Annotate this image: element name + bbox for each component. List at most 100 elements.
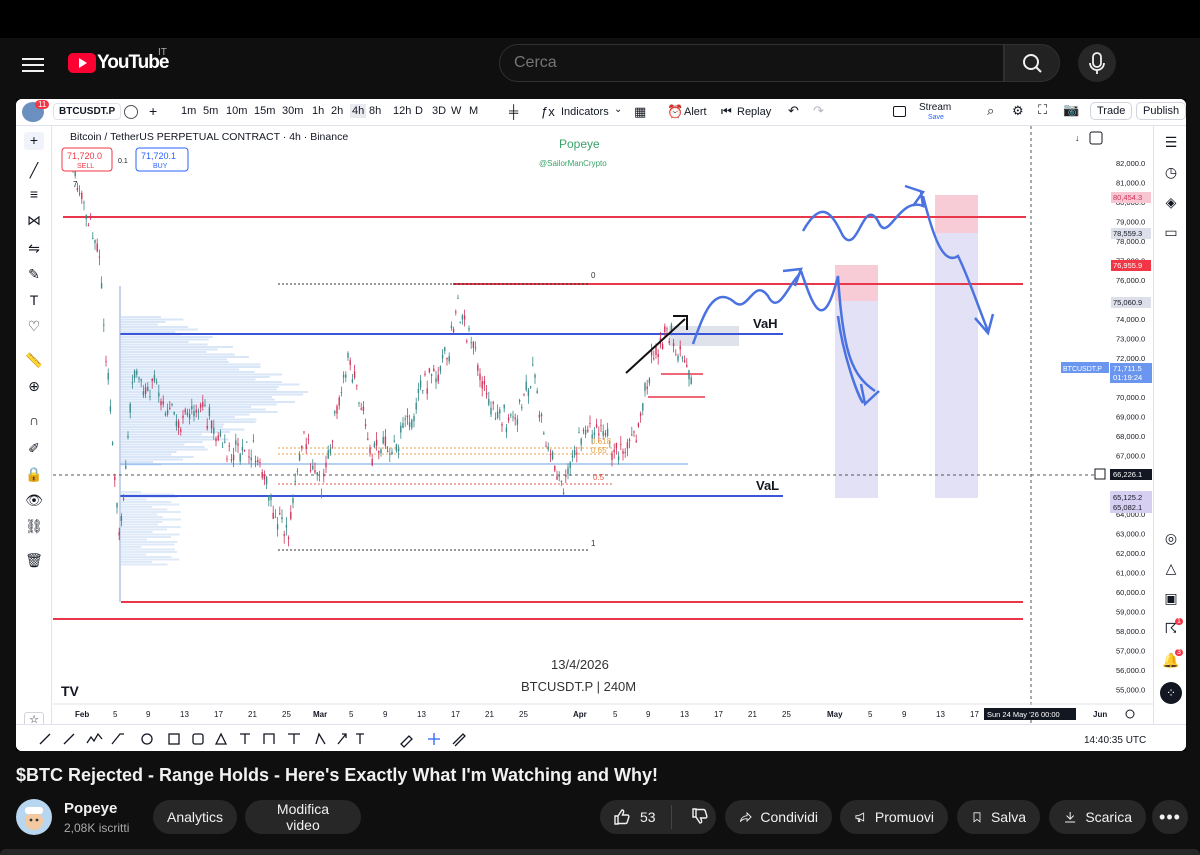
menu-icon[interactable] — [22, 54, 44, 72]
pattern-icon[interactable]: ⋈ — [27, 212, 41, 228]
share-button[interactable]: Condividi — [725, 800, 832, 834]
timeframe-8h[interactable]: 8h — [369, 105, 382, 117]
search-button[interactable] — [1004, 44, 1060, 82]
timeframe-15m[interactable]: 15m — [254, 105, 276, 117]
timeframe-30m[interactable]: 30m — [282, 105, 304, 117]
watchlist-icon[interactable]: ☰ — [1164, 134, 1178, 150]
search-box[interactable] — [499, 44, 1004, 82]
volume-profile-bar — [121, 538, 147, 541]
utc-clock[interactable]: 14:40:35 UTC — [1084, 735, 1146, 746]
stream-icon[interactable] — [893, 106, 906, 117]
more-actions-button[interactable]: ••• — [1152, 800, 1188, 834]
trash-icon[interactable]: 🗑 — [25, 552, 43, 568]
dislike-button[interactable] — [680, 806, 710, 829]
search-input[interactable] — [500, 45, 1003, 81]
chart-area[interactable]: Bitcoin / TetherUS PERPETUAL CONTRACT · … — [53, 126, 1153, 724]
timeframe-5m[interactable]: 5m — [203, 105, 219, 117]
promote-button[interactable]: Promuovi — [840, 800, 948, 834]
replay-icon[interactable]: ⏮ — [721, 104, 732, 118]
add-symbol-icon[interactable]: + — [149, 103, 158, 119]
alert-icon[interactable]: ⏰ — [667, 104, 684, 119]
broadcast-icon[interactable]: ☈ — [1164, 620, 1178, 636]
candle-body — [573, 449, 576, 456]
candles-icon[interactable]: ╪ — [509, 104, 519, 119]
redo-icon[interactable]: ↷ — [813, 103, 824, 118]
timeframe-1h[interactable]: 1h — [312, 105, 325, 117]
candle-body — [503, 404, 505, 409]
fib-label-65: 0.65 — [591, 446, 607, 455]
layout-icon[interactable]: ▦ — [634, 104, 647, 119]
like-button[interactable]: 53 — [600, 805, 672, 829]
download-button[interactable]: Scarica — [1049, 800, 1146, 834]
edit-video-button[interactable]: Modifica video — [245, 800, 361, 834]
trendline-icon[interactable]: ╱ — [29, 162, 39, 178]
zoom-in-icon[interactable]: ⊕ — [28, 378, 40, 394]
bell-icon[interactable]: 🔔 — [1162, 652, 1180, 668]
candle-body — [545, 445, 547, 447]
timeframe-D[interactable]: D — [415, 105, 423, 117]
fullscreen-icon[interactable]: ⛶ — [1038, 102, 1048, 117]
timeframe-W[interactable]: W — [451, 105, 462, 117]
candle-body — [371, 459, 373, 466]
timeframe-2h[interactable]: 2h — [331, 105, 344, 117]
timeframe-12h[interactable]: 12h — [393, 105, 412, 117]
voice-search-button[interactable] — [1078, 44, 1116, 82]
candle-body — [391, 451, 393, 455]
brush-icon[interactable]: ✎ — [28, 266, 40, 282]
link-icon[interactable]: ⛓ — [25, 518, 43, 534]
volume-profile-bar — [121, 508, 168, 511]
timeframe-M[interactable]: M — [469, 105, 479, 117]
price-chart[interactable]: Bitcoin / TetherUS PERPETUAL CONTRACT · … — [53, 126, 1153, 724]
timeframe-10m[interactable]: 10m — [226, 105, 248, 117]
candle-body — [329, 449, 332, 453]
channel-avatar[interactable] — [16, 799, 52, 835]
target-icon[interactable]: ◎ — [1164, 530, 1178, 546]
eye-icon[interactable]: 👁 — [25, 492, 43, 508]
position-icon[interactable]: ⇋ — [28, 240, 40, 256]
chat-icon[interactable]: ▭ — [1164, 224, 1178, 240]
apps-grid-icon[interactable]: ⁘ — [1160, 682, 1182, 704]
replay-button[interactable]: Replay — [737, 106, 772, 118]
timeframe-4h[interactable]: 4h — [350, 104, 367, 118]
publish-button[interactable]: Publish — [1136, 102, 1186, 120]
fib-icon[interactable]: ≡ — [29, 186, 39, 202]
indicators-icon[interactable]: ƒx — [541, 104, 555, 119]
chevron-down-icon[interactable]: ⌄ — [614, 104, 623, 115]
candle-body — [430, 374, 433, 376]
bottom-drawing-tools[interactable] — [39, 732, 466, 748]
fib-tool-icon — [356, 733, 364, 744]
alert-button[interactable]: Alert — [684, 106, 707, 118]
video-player[interactable]: 11 BTCUSDT.P + 1m 5m 10m 15m 30m 1h 2h 4h 8h 12h D… — [16, 99, 1186, 751]
time-tick: 25 — [519, 710, 528, 719]
ruler-icon[interactable]: 📏 — [25, 352, 43, 368]
save-button[interactable]: Salva — [957, 800, 1040, 834]
time-tick: May — [827, 710, 843, 719]
crosshair-icon[interactable]: + — [24, 132, 44, 150]
search-icon[interactable]: ⌕ — [987, 103, 995, 118]
lock-icon[interactable]: 🔒 — [25, 466, 43, 482]
alerts-clock-icon[interactable]: ◷ — [1164, 164, 1178, 180]
timeframe-1m[interactable]: 1m — [181, 105, 197, 117]
camera-icon[interactable]: 📷 — [1063, 102, 1080, 117]
time-tick: Apr — [573, 710, 587, 719]
stream-button[interactable]: Stream — [919, 102, 952, 113]
analytics-button[interactable]: Analytics — [153, 800, 237, 834]
channel-name[interactable]: Popeye — [64, 800, 118, 817]
candle-body — [666, 328, 668, 330]
heart-icon[interactable]: ♡ — [27, 318, 41, 334]
stay-drawing-icon[interactable]: ✐ — [28, 440, 40, 456]
trade-button[interactable]: Trade — [1090, 102, 1133, 120]
t-tool-icon — [288, 733, 300, 744]
settings-icon[interactable]: ⚙ — [1012, 103, 1024, 118]
timeframe-3D[interactable]: 3D — [432, 105, 447, 117]
candle-body — [505, 427, 508, 433]
magnet-icon[interactable]: ∩ — [28, 412, 40, 428]
symbol-search[interactable]: BTCUSDT.P — [53, 103, 122, 120]
pyramid-icon[interactable]: △ — [1165, 560, 1177, 576]
text-icon[interactable]: T — [29, 292, 39, 308]
indicators-button[interactable]: Indicators — [561, 106, 609, 118]
calendar-icon[interactable]: ▣ — [1164, 590, 1178, 606]
layers-icon[interactable]: ◈ — [1165, 194, 1177, 210]
undo-icon[interactable]: ↶ — [788, 103, 799, 118]
compare-symbol-icon[interactable] — [124, 105, 138, 119]
